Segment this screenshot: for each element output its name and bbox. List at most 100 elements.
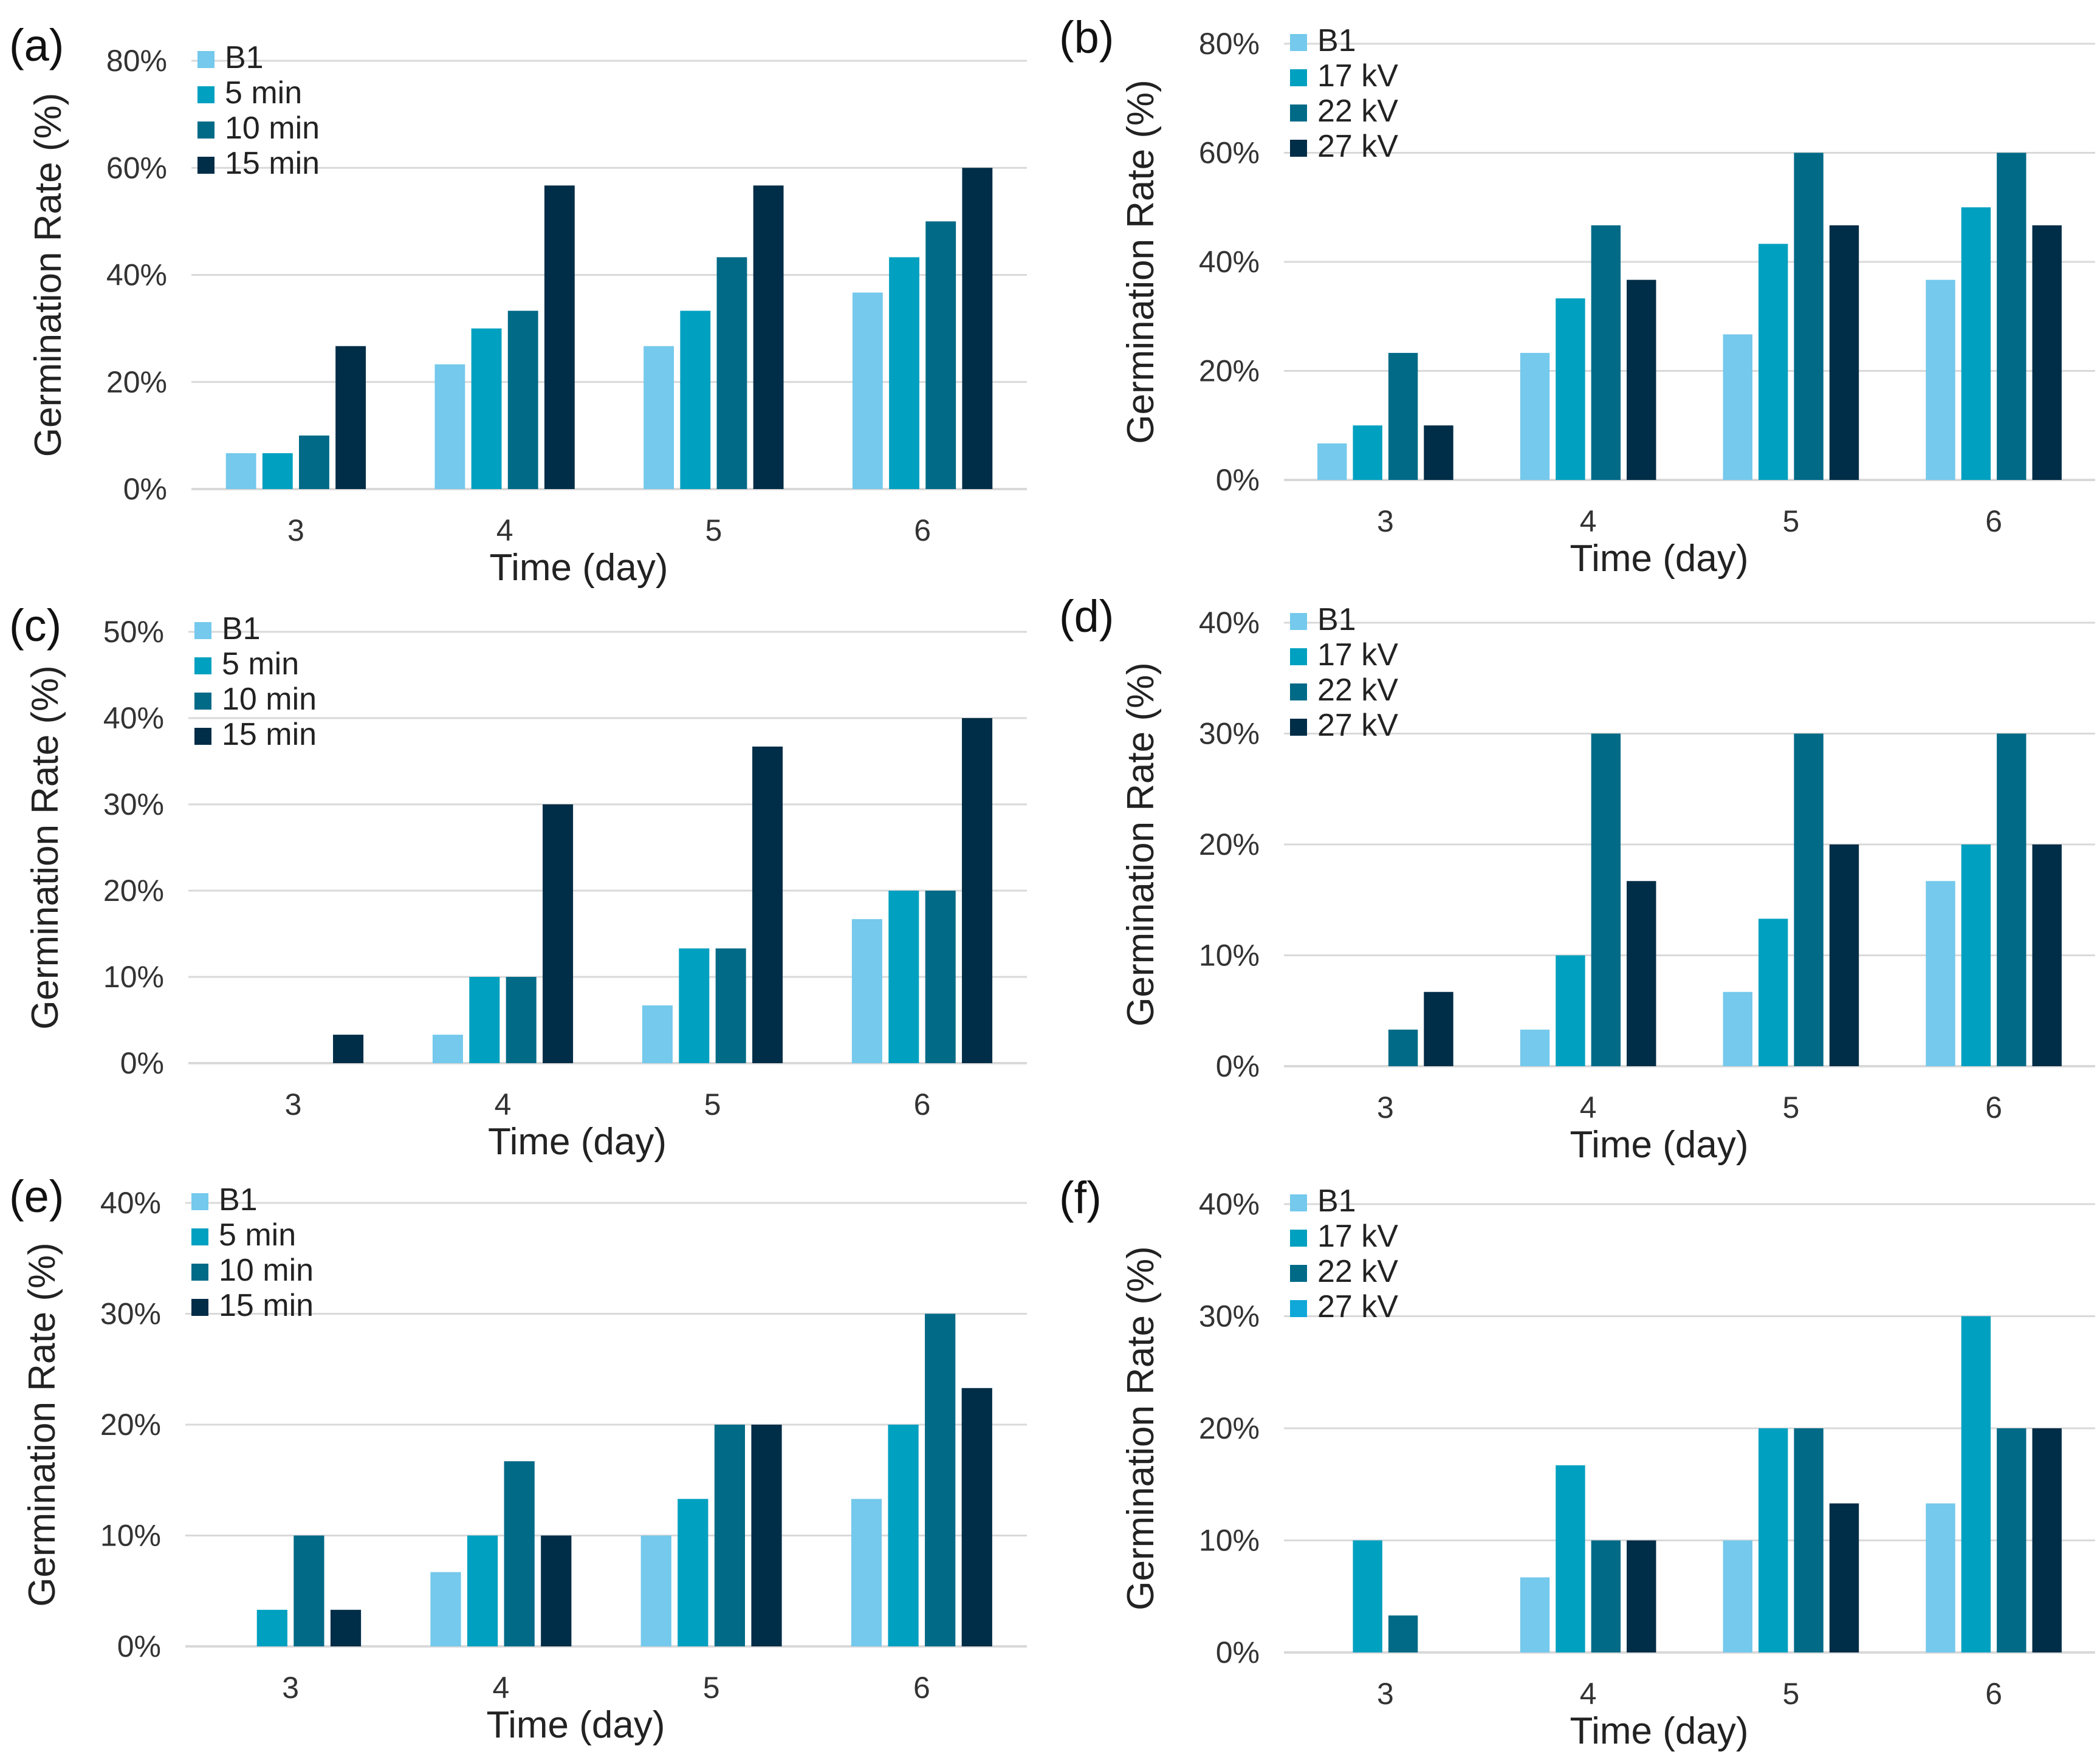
x-tick-label: 4 <box>1580 504 1597 538</box>
legend-label: 22 kV <box>1317 673 1398 708</box>
legend-swatch <box>1290 1300 1307 1317</box>
legend-label: B1 <box>1317 602 1356 637</box>
legend-label: 5 min <box>219 1217 296 1253</box>
y-tick-label: 30% <box>1199 1299 1260 1334</box>
legend-swatch <box>1290 1230 1307 1247</box>
y-tick-label: 10% <box>1199 939 1260 973</box>
chart-panel-d: 0% 10% 20% 30% 40% 3 4 5 6 Time (day) Germination … <box>1050 583 2100 1166</box>
bar-27-kv-day-3 <box>1424 425 1453 480</box>
legend-label: 5 min <box>225 75 302 111</box>
y-tick-label: 0% <box>123 472 167 506</box>
bar-b1-day-4 <box>1520 1029 1550 1066</box>
bar-17-kv-day-5 <box>1758 244 1788 480</box>
x-tick-label: 3 <box>1377 1677 1394 1711</box>
legend-label: B1 <box>1317 1183 1356 1219</box>
legend-label: 27 kV <box>1317 129 1398 164</box>
bar-27-kv-day-5 <box>1829 225 1859 480</box>
y-tick-label: 20% <box>106 365 167 399</box>
x-axis-title: Time (day) <box>1570 1124 1749 1166</box>
bar-5-min-day-4 <box>471 328 502 489</box>
y-tick-label: 30% <box>103 787 164 821</box>
chart-panel-c: 0% 10% 20% 30% 40% 50% 3 4 5 6 Time (day) Germinati… <box>0 583 1050 1166</box>
bar-5-min-day-6 <box>888 1425 919 1646</box>
chart-svg-a: 0% 20% 40% 60% 80% 3 4 5 6 Time (day) Germination … <box>9 20 1027 589</box>
bar-b1-day-6 <box>851 1499 882 1646</box>
bar-27-kv-day-5 <box>1829 1503 1859 1652</box>
y-tick-label: 40% <box>1199 1187 1260 1221</box>
bar-15-min-day-6 <box>962 168 993 489</box>
bar-5-min-day-6 <box>889 257 919 489</box>
bar-b1-day-4 <box>1520 1577 1550 1652</box>
bar-5-min-day-3 <box>256 1609 287 1646</box>
legend-swatch <box>191 1264 208 1281</box>
bar-b1-day-5 <box>1723 334 1752 480</box>
bar-10-min-day-5 <box>715 948 746 1063</box>
bar-22-kv-day-4 <box>1591 733 1621 1066</box>
legend-swatch <box>194 693 211 710</box>
bar-5-min-day-3 <box>262 453 293 489</box>
bar-10-min-day-6 <box>925 891 956 1063</box>
bar-22-kv-day-5 <box>1794 1428 1824 1652</box>
bar-10-min-day-3 <box>299 435 329 489</box>
legend-label: 17 kV <box>1317 58 1398 94</box>
bar-b1-day-3 <box>1317 443 1347 480</box>
bar-15-min-day-5 <box>752 746 783 1063</box>
legend-swatch <box>1290 719 1307 736</box>
chart-panel-b: 0% 20% 40% 60% 80% 3 4 5 6 Time (day) Germination … <box>1050 0 2100 583</box>
bar-15-min-day-5 <box>753 185 784 489</box>
y-tick-label: 40% <box>106 258 167 292</box>
legend-swatch <box>194 728 211 745</box>
legend-swatch <box>197 86 214 103</box>
bar-27-kv-day-4 <box>1627 881 1656 1066</box>
bar-22-kv-day-4 <box>1591 1540 1621 1652</box>
y-tick-label: 40% <box>1199 245 1260 279</box>
legend-label: 17 kV <box>1317 637 1398 673</box>
bar-10-min-day-5 <box>714 1425 746 1646</box>
y-tick-label: 50% <box>103 615 164 649</box>
bar-b1-day-6 <box>1926 1503 1955 1652</box>
bar-15-min-day-4 <box>541 1535 572 1646</box>
legend-label: 15 min <box>225 146 320 181</box>
bar-17-kv-day-4 <box>1556 298 1585 480</box>
bar-27-kv-day-4 <box>1627 279 1656 480</box>
bar-15-min-day-3 <box>333 1035 364 1063</box>
legend-swatch <box>191 1299 208 1316</box>
x-tick-label: 4 <box>492 1671 509 1705</box>
x-tick-label: 6 <box>914 1087 931 1121</box>
panel-label: (b) <box>1059 12 1114 63</box>
bar-10-min-day-4 <box>506 977 537 1063</box>
bar-10-min-day-3 <box>293 1535 324 1646</box>
bar-b1-day-5 <box>1723 991 1752 1066</box>
x-tick-label: 6 <box>1985 1091 2002 1125</box>
bar-17-kv-day-4 <box>1556 955 1585 1066</box>
y-tick-label: 10% <box>100 1519 161 1553</box>
y-tick-label: 20% <box>1199 827 1260 861</box>
bar-10-min-day-4 <box>504 1461 535 1646</box>
legend-swatch <box>194 657 211 674</box>
legend-label: 10 min <box>225 111 320 146</box>
bar-22-kv-day-3 <box>1388 1029 1418 1066</box>
x-tick-label: 3 <box>282 1671 299 1705</box>
bar-27-kv-day-4 <box>1627 1540 1656 1652</box>
y-tick-label: 30% <box>100 1297 161 1331</box>
bar-22-kv-day-5 <box>1794 152 1824 480</box>
legend-swatch <box>197 122 214 139</box>
x-axis-title: Time (day) <box>1570 1710 1749 1752</box>
bar-22-kv-day-5 <box>1794 733 1824 1066</box>
bar-22-kv-day-6 <box>1997 1428 2026 1652</box>
y-axis-title: Germination Rate (%) <box>1120 662 1162 1027</box>
bar-27-kv-day-3 <box>1424 991 1453 1066</box>
x-tick-label: 4 <box>495 1087 512 1121</box>
chart-panel-f: 0% 10% 20% 30% 40% 3 4 5 6 Time (day) Germination … <box>1050 1166 2100 1760</box>
bar-22-kv-day-6 <box>1997 733 2026 1066</box>
legend-label: B1 <box>225 40 264 75</box>
y-tick-label: 0% <box>117 1629 161 1663</box>
y-axis-title: Germination Rate (%) <box>1120 1246 1162 1611</box>
x-tick-label: 5 <box>703 1671 720 1705</box>
chart-panel-a: 0% 20% 40% 60% 80% 3 4 5 6 Time (day) Germination … <box>0 0 1050 589</box>
x-axis-title: Time (day) <box>487 1704 665 1746</box>
bar-17-kv-day-4 <box>1556 1465 1585 1652</box>
x-tick-label: 3 <box>285 1087 302 1121</box>
x-tick-label: 6 <box>1985 504 2002 538</box>
